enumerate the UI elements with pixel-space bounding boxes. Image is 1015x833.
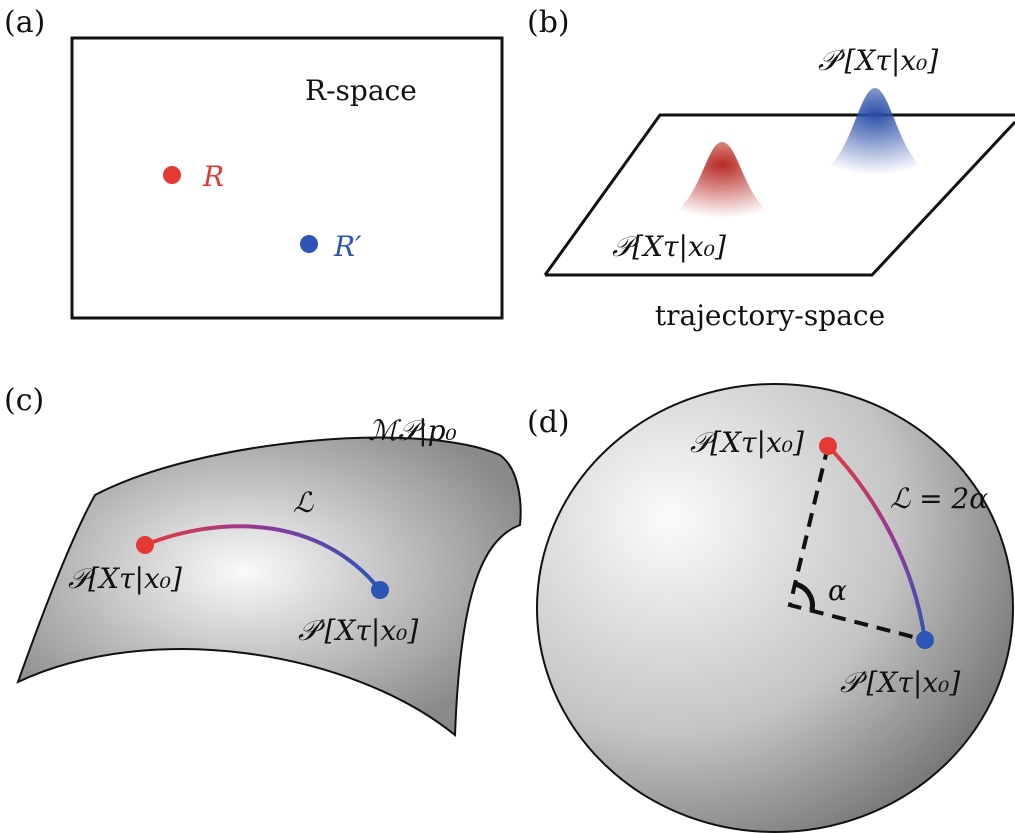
panel-label: (d) bbox=[527, 405, 570, 440]
space-label: trajectory-space bbox=[655, 299, 885, 332]
dist-label: 𝒫′[Xτ|x₀] bbox=[818, 44, 938, 77]
panel-label: (c) bbox=[4, 383, 44, 418]
point-end bbox=[371, 581, 389, 599]
r-space-box bbox=[72, 38, 502, 318]
dist-label: 𝒫[Xτ|x₀] bbox=[612, 230, 726, 263]
distribution-red bbox=[660, 142, 784, 218]
panel-c: (c) ℳ𝒫|p₀ ℒ 𝒫[Xτ|x₀] 𝒫′[Xτ|x₀] bbox=[4, 383, 521, 735]
length-label: ℒ = 2α bbox=[890, 482, 988, 515]
point-start bbox=[136, 536, 154, 554]
panel-a: (a) R-space R R′ bbox=[4, 5, 502, 318]
length-label: ℒ bbox=[293, 486, 314, 519]
distribution-blue bbox=[812, 88, 938, 175]
panel-b: (b) 𝒫′[Xτ|x₀] 𝒫[Xτ|x₀] trajectory-space bbox=[527, 5, 1015, 332]
point-r-prime bbox=[300, 235, 318, 253]
point-label: R bbox=[202, 160, 224, 193]
manifold-label: ℳ𝒫|p₀ bbox=[368, 414, 457, 447]
dist-label: 𝒫′[Xτ|x₀] bbox=[840, 666, 960, 699]
panel-label: (b) bbox=[527, 5, 570, 40]
angle-label: α bbox=[828, 574, 847, 607]
point-start bbox=[819, 437, 837, 455]
point-label: R′ bbox=[333, 230, 362, 263]
figure: (a) R-space R R′ (b) 𝒫′[Xτ|x₀] 𝒫[Xτ|x₀] … bbox=[0, 0, 1015, 833]
point-end bbox=[916, 631, 934, 649]
dist-label: 𝒫[Xτ|x₀] bbox=[690, 426, 804, 459]
panel-label: (a) bbox=[4, 5, 45, 40]
point-r bbox=[163, 166, 181, 184]
dist-label: 𝒫′[Xτ|x₀] bbox=[298, 614, 418, 647]
panel-d: (d) 𝒫[Xτ|x₀] ℒ = 2α α 𝒫′[Xτ|x₀] bbox=[527, 384, 1013, 832]
dist-label: 𝒫[Xτ|x₀] bbox=[68, 562, 182, 595]
space-label: R-space bbox=[305, 74, 417, 107]
